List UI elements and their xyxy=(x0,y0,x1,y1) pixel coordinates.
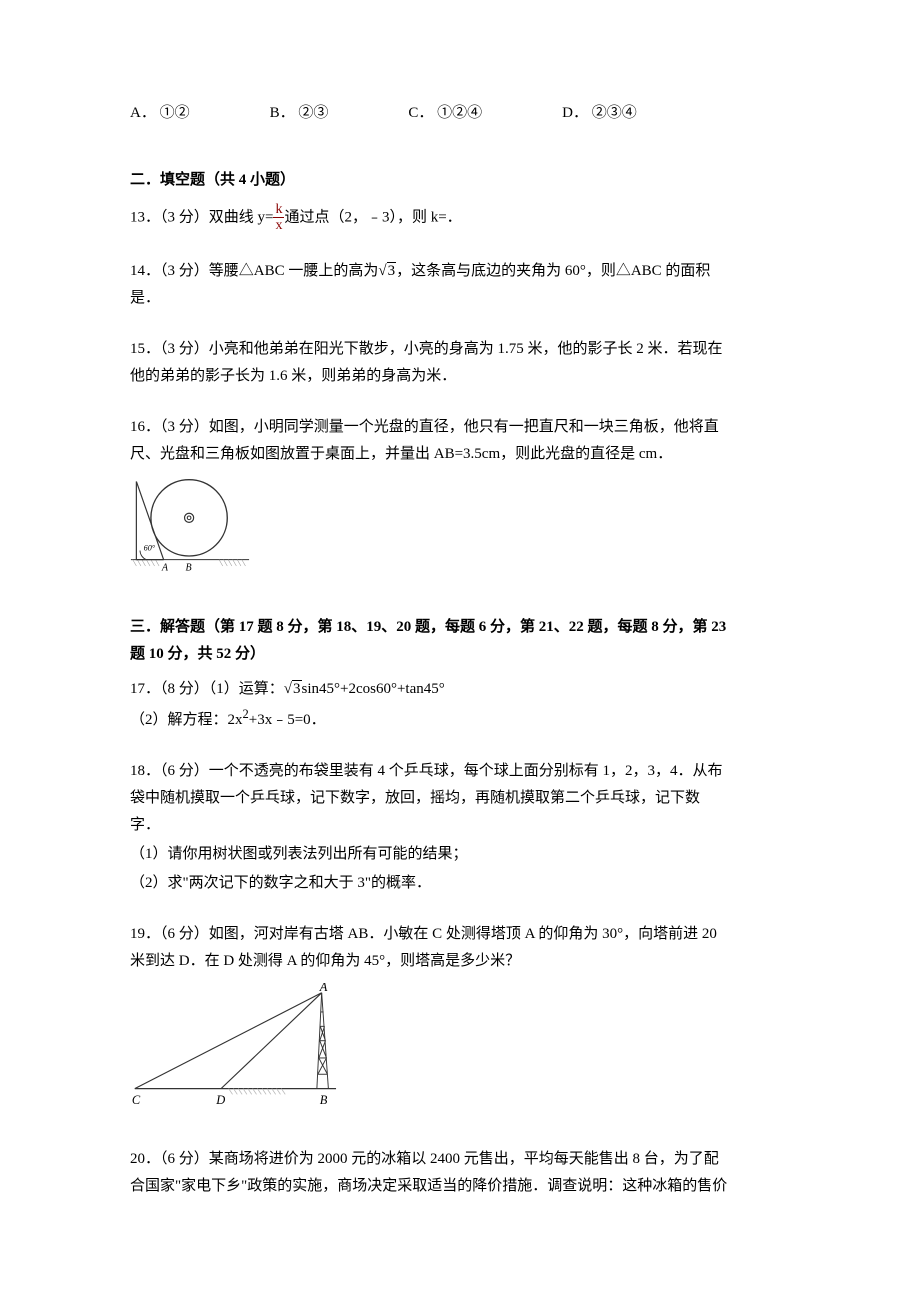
q19-point-a: A xyxy=(319,983,328,994)
q20-line1: 20．（6 分）某商场将进价为 2000 元的冰箱以 2400 元售出，平均每天… xyxy=(130,1146,790,1173)
q13-frac-den: x xyxy=(273,218,284,233)
question-14: 14．（3 分）等腰△ABC 一腰上的高为 3，这条高与底边的夹角为 60°，则△… xyxy=(130,258,790,312)
q16-line2: 尺、光盘和三角板如图放置于桌面上，并量出 AB=3.5cm，则此光盘的直径是 c… xyxy=(130,441,790,468)
q17-line2b: +3x﹣5=0． xyxy=(249,712,326,728)
option-b-label: B． xyxy=(270,105,295,121)
option-a-text: ①② xyxy=(160,105,190,121)
q16-point-b: B xyxy=(185,562,191,573)
option-a: A． ①② xyxy=(130,100,190,127)
option-b: B． ②③ xyxy=(270,100,329,127)
section3-line1: 三．解答题（第 17 题 8 分，第 18、19、20 题，每题 6 分，第 2… xyxy=(130,614,790,641)
section3-header: 三．解答题（第 17 题 8 分，第 18、19、20 题，每题 6 分，第 2… xyxy=(130,614,790,668)
q16-line1: 16．（3 分）如图，小明同学测量一个光盘的直径，他只有一把直尺和一块三角板，他… xyxy=(130,414,790,441)
question-15: 15．（3 分）小亮和他弟弟在阳光下散步，小亮的身高为 1.75 米，他的影子长… xyxy=(130,336,790,390)
q17-sqrt: 3 xyxy=(284,676,302,703)
q14-sqrt-val: 3 xyxy=(387,262,397,279)
question-20: 20．（6 分）某商场将进价为 2000 元的冰箱以 2400 元售出，平均每天… xyxy=(130,1146,790,1200)
question-16: 16．（3 分）如图，小明同学测量一个光盘的直径，他只有一把直尺和一块三角板，他… xyxy=(130,414,790,586)
q19-point-c: C xyxy=(132,1093,141,1107)
q14-line1b: ，这条高与底边的夹角为 60°，则△ABC 的面积 xyxy=(396,263,710,279)
question-18: 18．（6 分）一个不透亮的布袋里装有 4 个乒乓球，每个球上面分别标有 1，2… xyxy=(130,758,790,897)
option-d-text: ②③④ xyxy=(592,105,637,121)
q15-line2: 他的弟弟的影子长为 1.6 米，则弟弟的身高为米． xyxy=(130,363,790,390)
q13-frac-num: k xyxy=(273,202,284,218)
option-a-label: A． xyxy=(130,105,156,121)
option-c-label: C． xyxy=(408,105,433,121)
q17-line2: （2）解方程：2x xyxy=(130,712,243,728)
q19-line2: 米到达 D．在 D 处测得 A 的仰角为 45°，则塔高是多少米？ xyxy=(130,948,790,975)
q18-line3: 字． xyxy=(130,812,790,839)
q14-sqrt: 3 xyxy=(378,258,396,285)
q13-fraction: kx xyxy=(273,202,284,234)
q18-sub2: （2）求"两次记下的数字之和大于 3"的概率． xyxy=(130,870,790,897)
q14-line2: 是． xyxy=(130,285,790,312)
section2-header: 二．填空题（共 4 小题） xyxy=(130,167,790,194)
q14-line1a: 14．（3 分）等腰△ABC 一腰上的高为 xyxy=(130,263,378,279)
option-d: D． ②③④ xyxy=(562,100,637,127)
q12-options: A． ①② B． ②③ C． ①②④ D． ②③④ xyxy=(130,100,790,127)
q18-sub1: （1）请你用树状图或列表法列出所有可能的结果； xyxy=(130,841,790,868)
question-17: 17．（8 分）（1）运算： 3sin45°+2cos60°+tan45° （2）… xyxy=(130,676,790,734)
section3-line2: 题 10 分，共 52 分） xyxy=(130,641,790,668)
option-c-text: ①②④ xyxy=(437,105,482,121)
q16-figure: 60° A B xyxy=(130,476,790,586)
option-b-text: ②③ xyxy=(298,105,328,121)
q16-angle-label: 60° xyxy=(144,543,156,552)
q13-prefix: 13．（3 分）双曲线 y= xyxy=(130,209,273,225)
q17-formula: sin45°+2cos60°+tan45° xyxy=(302,681,445,697)
q20-line2: 合国家"家电下乡"政策的实施，商场决定采取适当的降价措施．调查说明：这种冰箱的售… xyxy=(130,1173,790,1200)
q17-sqrt-val: 3 xyxy=(292,680,302,697)
q13-suffix: 通过点（2，﹣3），则 k=． xyxy=(284,209,461,225)
q17-line1a: 17．（8 分）（1）运算： xyxy=(130,681,284,697)
q19-line1: 19．（6 分）如图，河对岸有古塔 AB．小敏在 C 处测得塔顶 A 的仰角为 … xyxy=(130,921,790,948)
option-c: C． ①②④ xyxy=(408,100,482,127)
q19-point-d: D xyxy=(215,1093,225,1107)
q18-line2: 袋中随机摸取一个乒乓球，记下数字，放回，摇均，再随机摸取第二个乒乓球，记下数 xyxy=(130,785,790,812)
option-d-label: D． xyxy=(562,105,588,121)
question-19: 19．（6 分）如图，河对岸有古塔 AB．小敏在 C 处测得塔顶 A 的仰角为 … xyxy=(130,921,790,1118)
tower-svg: A C D B xyxy=(130,983,360,1108)
disc-svg: 60° A B xyxy=(130,476,250,576)
q16-point-a: A xyxy=(161,562,169,573)
q19-point-b: B xyxy=(320,1093,328,1107)
q19-figure: A C D B xyxy=(130,983,790,1118)
q15-line1: 15．（3 分）小亮和他弟弟在阳光下散步，小亮的身高为 1.75 米，他的影子长… xyxy=(130,336,790,363)
question-13: 13．（3 分）双曲线 y=kx通过点（2，﹣3），则 k=． xyxy=(130,202,790,234)
q18-line1: 18．（6 分）一个不透亮的布袋里装有 4 个乒乓球，每个球上面分别标有 1，2… xyxy=(130,758,790,785)
